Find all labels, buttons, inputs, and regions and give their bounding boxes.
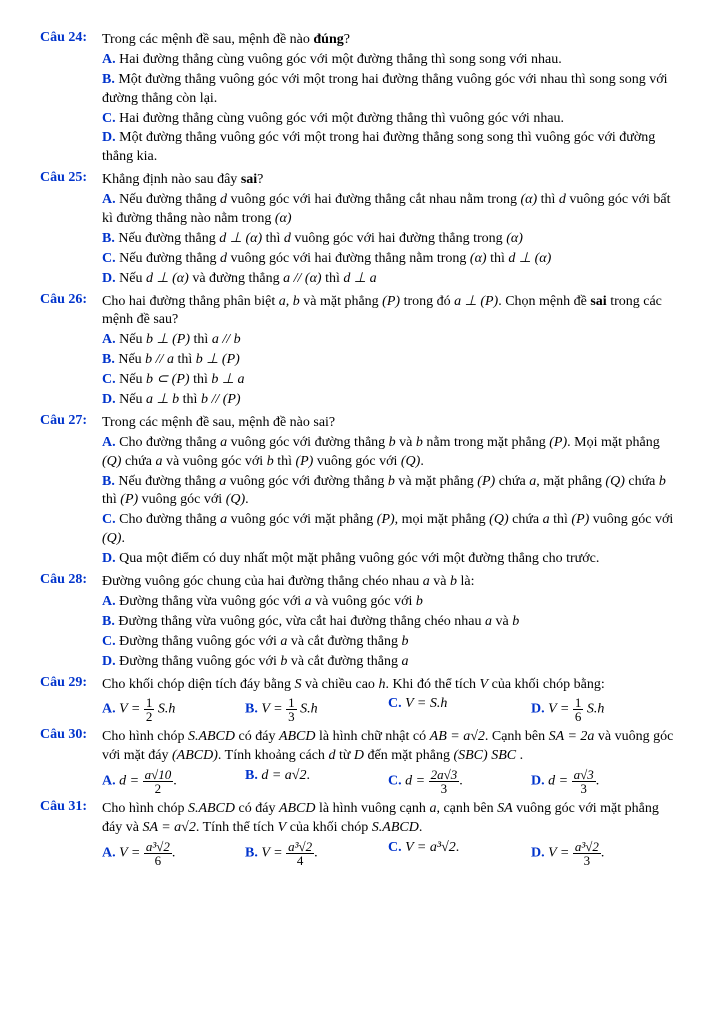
q28-label: Câu 28:: [40, 572, 102, 672]
q26-label: Câu 26:: [40, 292, 102, 411]
q31-opt-a: A. V = a³√26.: [102, 840, 245, 867]
q25-opt-c: C. Nếu đường thẳng d vuông góc với hai đ…: [102, 250, 674, 269]
q26-opt-a: A. Nếu b ⊥ (P) thì a // b: [102, 331, 674, 350]
q27-opt-a: A. Cho đường thẳng a vuông góc với đường…: [102, 434, 674, 472]
q25-label: Câu 25:: [40, 170, 102, 289]
q31-opt-d: D. V = a³√23.: [531, 840, 674, 867]
question-27: Câu 27: Trong các mệnh đề sau, mệnh đề n…: [40, 413, 674, 570]
q30-opt-b: B. d = a√2.: [245, 768, 388, 795]
q24-body: Trong các mệnh đề sau, mệnh đề nào đúng?…: [102, 30, 674, 168]
q31-options: A. V = a³√26. B. V = a³√24. C. V = a³√2.…: [102, 840, 674, 867]
q24-label: Câu 24:: [40, 30, 102, 168]
question-28: Câu 28: Đường vuông góc chung của hai đư…: [40, 572, 674, 672]
q29-stem: Cho khối chóp diện tích đáy bằng S và ch…: [102, 676, 674, 695]
question-26: Câu 26: Cho hai đường thẳng phân biệt a,…: [40, 292, 674, 411]
q28-opt-d: D. Đường thẳng vuông góc với b và cắt đư…: [102, 653, 674, 672]
q24-stem: Trong các mệnh đề sau, mệnh đề nào đúng?: [102, 31, 674, 50]
q24-opt-b: B. Một đường thẳng vuông góc với một tro…: [102, 71, 674, 109]
q26-opt-c: C. Nếu b ⊂ (P) thì b ⊥ a: [102, 371, 674, 390]
question-24: Câu 24: Trong các mệnh đề sau, mệnh đề n…: [40, 30, 674, 168]
q30-label: Câu 30:: [40, 727, 102, 797]
q25-opt-a: A. Nếu đường thẳng d vuông góc với hai đ…: [102, 191, 674, 229]
q28-opt-c: C. Đường thẳng vuông góc với a và cắt đư…: [102, 633, 674, 652]
q30-stem: Cho hình chóp S.ABCD có đáy ABCD là hình…: [102, 728, 674, 766]
q25-opt-b: B. Nếu đường thẳng d ⊥ (α) thì d vuông g…: [102, 230, 674, 249]
q25-stem: Khẳng định nào sau đây sai?: [102, 171, 674, 190]
q28-opt-a: A. Đường thẳng vừa vuông góc với a và vu…: [102, 593, 674, 612]
question-31: Câu 31: Cho hình chóp S.ABCD có đáy ABCD…: [40, 799, 674, 869]
question-29: Câu 29: Cho khối chóp diện tích đáy bằng…: [40, 675, 674, 726]
q26-opt-b: B. Nếu b // a thì b ⊥ (P): [102, 351, 674, 370]
q29-opt-a: A. V = 12 S.h: [102, 696, 245, 723]
q31-label: Câu 31:: [40, 799, 102, 869]
q30-opt-a: A. d = a√102.: [102, 768, 245, 795]
question-30: Câu 30: Cho hình chóp S.ABCD có đáy ABCD…: [40, 727, 674, 797]
question-25: Câu 25: Khẳng định nào sau đây sai? A. N…: [40, 170, 674, 289]
q31-opt-b: B. V = a³√24.: [245, 840, 388, 867]
q28-opt-b: B. Đường thẳng vừa vuông góc, vừa cắt ha…: [102, 613, 674, 632]
q29-opt-d: D. V = 16 S.h: [531, 696, 674, 723]
q31-opt-c: C. V = a³√2.: [388, 840, 531, 867]
q27-opt-b: B. Nếu đường thẳng a vuông góc với đường…: [102, 473, 674, 511]
q24-opt-c: C. Hai đường thẳng cùng vuông góc với mộ…: [102, 110, 674, 129]
q26-opt-d: D. Nếu a ⊥ b thì b // (P): [102, 391, 674, 410]
q30-opt-c: C. d = 2a√33.: [388, 768, 531, 795]
q24-opt-a: A. Hai đường thẳng cùng vuông góc với mộ…: [102, 51, 674, 70]
q29-opt-c: C. V = S.h: [388, 696, 531, 723]
q25-opt-d: D. Nếu d ⊥ (α) và đường thẳng a // (α) t…: [102, 270, 674, 289]
q26-stem: Cho hai đường thẳng phân biệt a, b và mặ…: [102, 293, 674, 331]
q27-stem: Trong các mệnh đề sau, mệnh đề nào sai?: [102, 414, 674, 433]
q31-body: Cho hình chóp S.ABCD có đáy ABCD là hình…: [102, 799, 674, 869]
q28-stem: Đường vuông góc chung của hai đường thẳn…: [102, 573, 674, 592]
q28-body: Đường vuông góc chung của hai đường thẳn…: [102, 572, 674, 672]
q30-options: A. d = a√102. B. d = a√2. C. d = 2a√33. …: [102, 768, 674, 795]
q27-body: Trong các mệnh đề sau, mệnh đề nào sai? …: [102, 413, 674, 570]
q30-body: Cho hình chóp S.ABCD có đáy ABCD là hình…: [102, 727, 674, 797]
q29-body: Cho khối chóp diện tích đáy bằng S và ch…: [102, 675, 674, 726]
q27-opt-d: D. Qua một điểm có duy nhất một mặt phẳn…: [102, 550, 674, 569]
q29-options: A. V = 12 S.h B. V = 13 S.h C. V = S.h D…: [102, 696, 674, 723]
q30-opt-d: D. d = a√33.: [531, 768, 674, 795]
q31-stem: Cho hình chóp S.ABCD có đáy ABCD là hình…: [102, 800, 674, 838]
q25-body: Khẳng định nào sau đây sai? A. Nếu đường…: [102, 170, 674, 289]
q26-body: Cho hai đường thẳng phân biệt a, b và mặ…: [102, 292, 674, 411]
q29-opt-b: B. V = 13 S.h: [245, 696, 388, 723]
q29-label: Câu 29:: [40, 675, 102, 726]
q27-label: Câu 27:: [40, 413, 102, 570]
q27-opt-c: C. Cho đường thẳng a vuông góc với mặt p…: [102, 511, 674, 549]
q24-opt-d: D. Một đường thẳng vuông góc với một tro…: [102, 129, 674, 167]
